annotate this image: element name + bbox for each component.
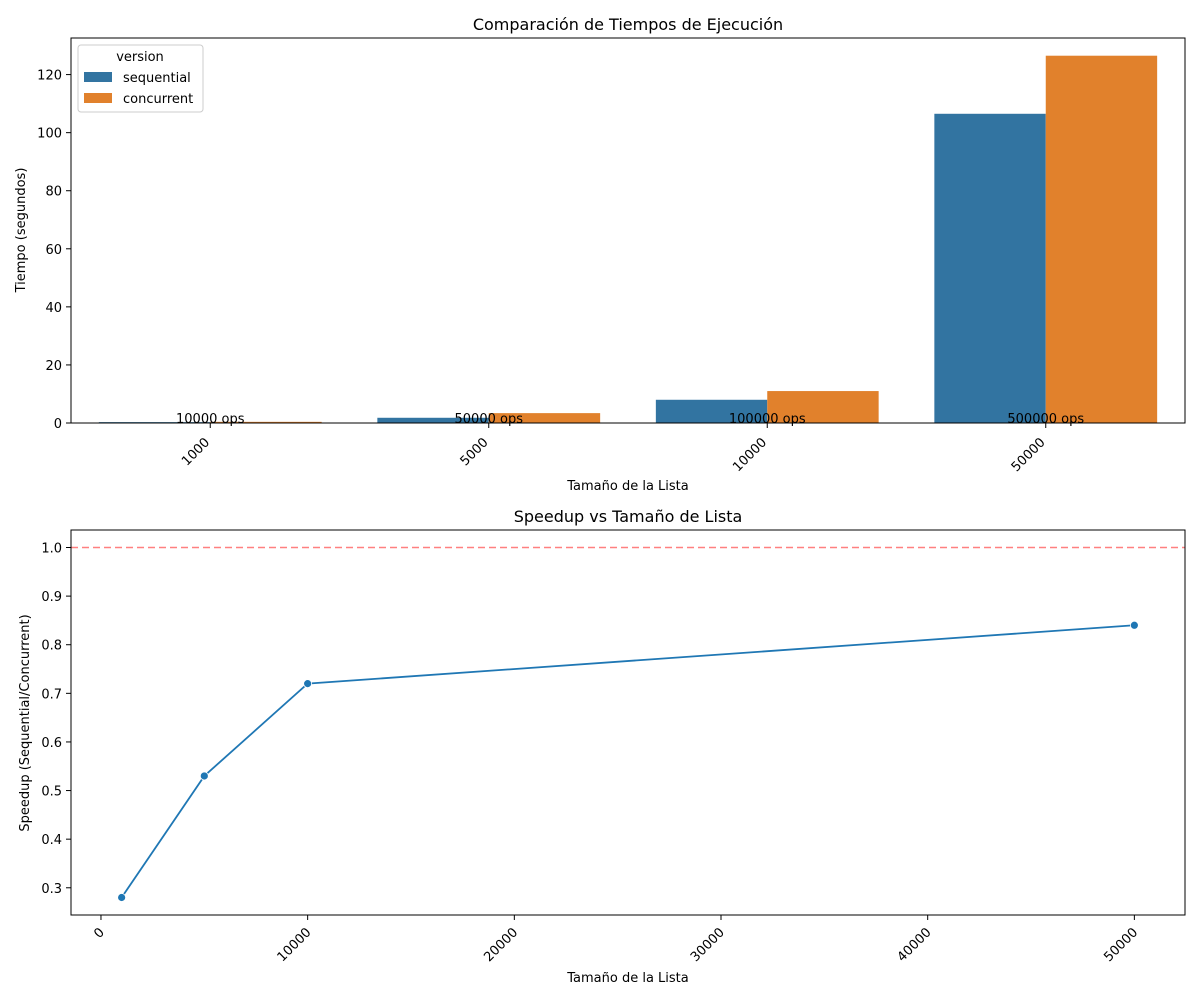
chart1-title: Comparación de Tiempos de Ejecución bbox=[473, 15, 783, 34]
chart2-y-axis-label: Speedup (Sequential/Concurrent) bbox=[18, 614, 33, 831]
x-tick-label: 30000 bbox=[688, 925, 728, 965]
x-tick-label: 10000 bbox=[730, 435, 770, 475]
y-tick-label: 120 bbox=[37, 69, 62, 84]
chart1-bars bbox=[98, 55, 1158, 424]
speedup-point-10000 bbox=[303, 679, 313, 689]
y-tick-label: 0 bbox=[54, 417, 62, 432]
y-tick-label: 100 bbox=[37, 127, 62, 142]
bar-concurrent-10000 bbox=[767, 391, 879, 423]
y-tick-label: 1.0 bbox=[41, 542, 62, 557]
legend-swatch-sequential bbox=[84, 72, 112, 82]
chart1-x-axis-label: Tamaño de la Lista bbox=[566, 479, 689, 494]
speedup-point-1000 bbox=[117, 893, 127, 902]
x-tick-label: 50000 bbox=[1101, 925, 1141, 965]
execution-time-bar-chart: Comparación de Tiempos de Ejecución 1000… bbox=[14, 15, 1186, 494]
chart1-legend: version sequential concurrent bbox=[77, 44, 204, 113]
y-tick-label: 20 bbox=[45, 359, 62, 374]
legend-label-concurrent: concurrent bbox=[123, 92, 193, 107]
bar-concurrent-1000 bbox=[210, 421, 322, 423]
y-tick-label: 0.4 bbox=[41, 833, 62, 848]
bar-concurrent-5000 bbox=[488, 413, 601, 423]
y-tick-label: 80 bbox=[45, 185, 62, 200]
y-tick-label: 0.3 bbox=[41, 882, 62, 897]
chart1-y-ticks: 0 20 40 60 80 100 120 bbox=[37, 69, 71, 432]
x-tick-label: 1000 bbox=[179, 435, 213, 469]
chart1-plot-frame bbox=[70, 37, 1186, 424]
x-tick-label: 10000 bbox=[275, 925, 315, 965]
chart2-points bbox=[117, 620, 1139, 902]
x-tick-label: 0 bbox=[91, 925, 107, 941]
chart1-y-axis-label: Tiempo (segundos) bbox=[14, 168, 29, 294]
chart2-title: Speedup vs Tamaño de Lista bbox=[514, 507, 743, 526]
y-tick-label: 0.9 bbox=[41, 590, 62, 605]
chart2-x-axis-label: Tamaño de la Lista bbox=[566, 971, 689, 986]
speedup-point-50000 bbox=[1129, 620, 1139, 630]
y-tick-label: 60 bbox=[45, 243, 62, 258]
chart2-plot-frame bbox=[70, 529, 1186, 916]
speedup-series-line bbox=[120, 624, 1135, 899]
y-tick-label: 40 bbox=[45, 301, 62, 316]
legend-title: version bbox=[116, 50, 164, 65]
bar-sequential-10000 bbox=[655, 399, 768, 423]
y-tick-label: 0.5 bbox=[41, 785, 62, 800]
bar-sequential-5000 bbox=[377, 417, 489, 423]
speedup-line-chart: Speedup vs Tamaño de Lista 0.30.40.50.60… bbox=[18, 507, 1186, 986]
y-tick-label: 0.7 bbox=[41, 687, 62, 702]
speedup-point-5000 bbox=[199, 771, 209, 781]
legend-label-sequential: sequential bbox=[123, 71, 191, 86]
legend-swatch-concurrent bbox=[84, 93, 112, 103]
x-tick-label: 20000 bbox=[481, 925, 521, 965]
y-tick-label: 0.6 bbox=[41, 736, 62, 751]
bar-concurrent-50000 bbox=[1045, 55, 1158, 424]
bar-sequential-50000 bbox=[934, 113, 1046, 423]
x-tick-label: 40000 bbox=[895, 925, 935, 965]
chart2-y-ticks: 0.3 0.4 0.5 0.6 0.7 0.8 0.9 1.0 bbox=[41, 542, 71, 897]
chart2-x-ticks: 0 10000 20000 30000 40000 50000 bbox=[91, 915, 1141, 965]
chart1-x-ticks: 1000 5000 10000 50000 bbox=[179, 423, 1049, 475]
x-tick-label: 50000 bbox=[1009, 435, 1049, 475]
y-tick-label: 0.8 bbox=[41, 639, 62, 654]
x-tick-label: 5000 bbox=[458, 435, 492, 469]
